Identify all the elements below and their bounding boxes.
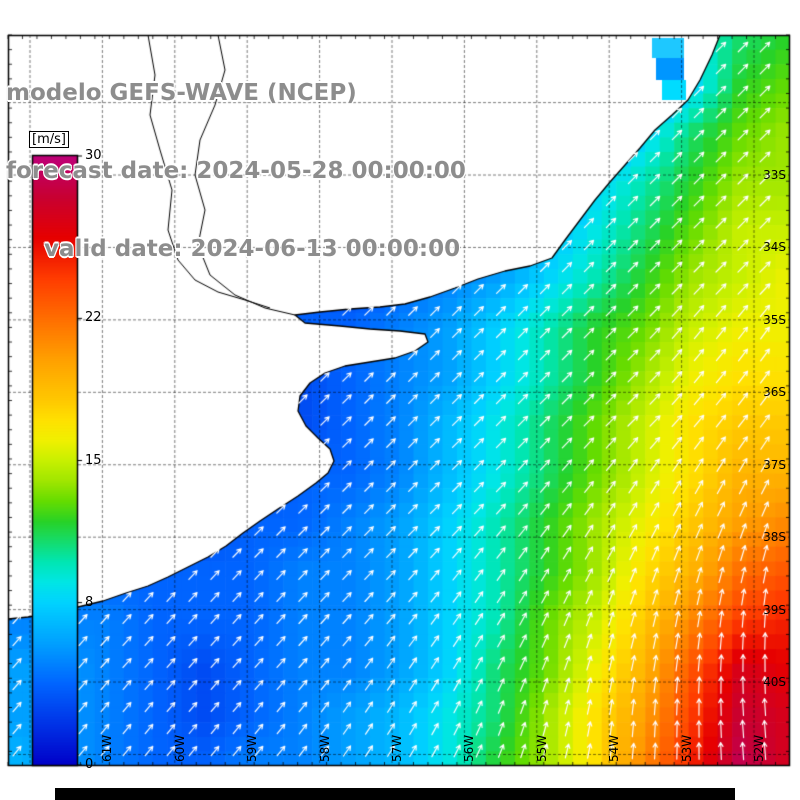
- header: modelo GEFS-WAVE (NCEP) forecast date: 2…: [6, 28, 466, 314]
- footer-bar: [55, 788, 735, 800]
- colorbar-unit-label: [m/s]: [29, 131, 69, 148]
- model-title: modelo GEFS-WAVE (NCEP): [6, 80, 357, 106]
- valid-date-line: valid date: 2024-06-13 00:00:00: [44, 236, 461, 262]
- forecast-date-line: forecast date: 2024-05-28 00:00:00: [6, 158, 466, 184]
